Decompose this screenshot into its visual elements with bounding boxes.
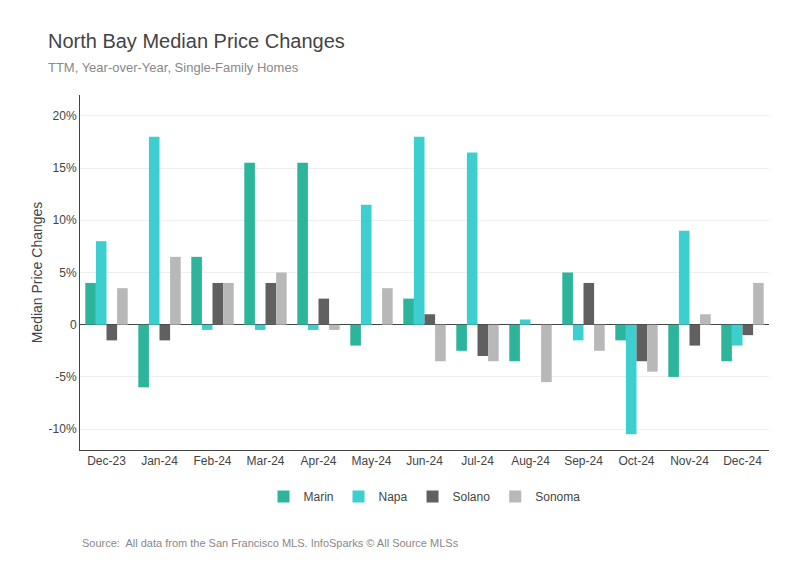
svg-text:Mar-24: Mar-24 xyxy=(246,454,284,468)
svg-text:0: 0 xyxy=(70,318,77,332)
svg-text:10%: 10% xyxy=(53,213,77,227)
svg-text:Sep-24: Sep-24 xyxy=(564,454,603,468)
svg-text:15%: 15% xyxy=(53,161,77,175)
svg-text:Solano: Solano xyxy=(453,490,491,504)
svg-text:Jul-24: Jul-24 xyxy=(461,454,494,468)
svg-text:Dec-23: Dec-23 xyxy=(87,454,126,468)
svg-text:Source: All data from the San: Source: All data from the San Francisco … xyxy=(82,537,459,549)
svg-text:Aug-24: Aug-24 xyxy=(511,454,550,468)
svg-text:Nov-24: Nov-24 xyxy=(670,454,709,468)
svg-text:Jan-24: Jan-24 xyxy=(141,454,178,468)
svg-text:Apr-24: Apr-24 xyxy=(300,454,336,468)
svg-text:Marin: Marin xyxy=(304,490,334,504)
svg-text:Sonoma: Sonoma xyxy=(535,490,580,504)
svg-text:May-24: May-24 xyxy=(351,454,391,468)
svg-text:North Bay Median Price Changes: North Bay Median Price Changes xyxy=(48,30,345,52)
svg-text:5%: 5% xyxy=(59,266,77,280)
svg-text:TTM, Year-over-Year, Single-Fa: TTM, Year-over-Year, Single-Family Homes xyxy=(48,60,299,75)
svg-text:Napa: Napa xyxy=(379,490,408,504)
svg-text:-5%: -5% xyxy=(55,370,77,384)
svg-text:Feb-24: Feb-24 xyxy=(193,454,231,468)
svg-text:Median Price Changes: Median Price Changes xyxy=(29,202,45,344)
svg-text:Oct-24: Oct-24 xyxy=(618,454,654,468)
svg-text:20%: 20% xyxy=(53,109,77,123)
svg-text:-10%: -10% xyxy=(49,422,77,436)
svg-text:Jun-24: Jun-24 xyxy=(406,454,443,468)
svg-text:Dec-24: Dec-24 xyxy=(723,454,762,468)
